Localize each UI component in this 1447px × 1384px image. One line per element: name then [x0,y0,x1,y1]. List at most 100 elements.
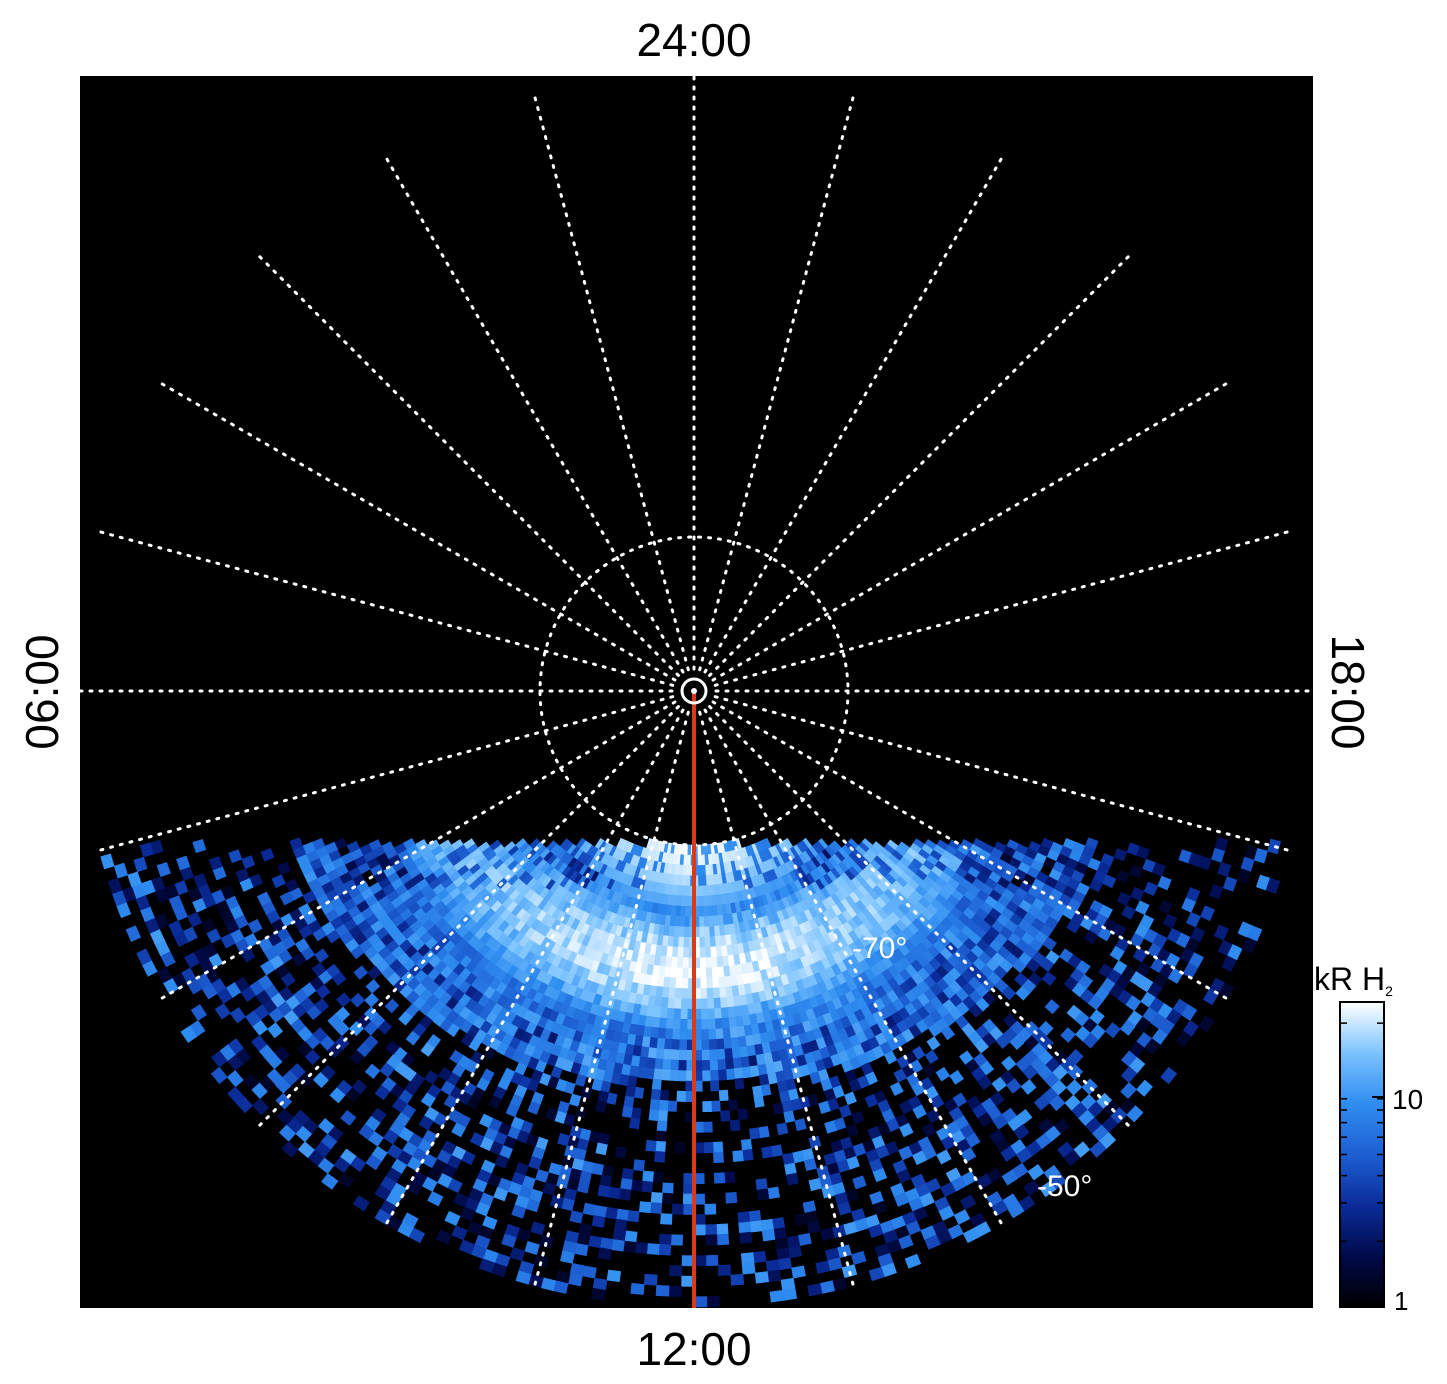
heatmap-cell [662,1048,672,1061]
heatmap-cell [669,1265,683,1277]
heatmap-cell [630,1179,643,1192]
heatmap-cell [644,1067,655,1080]
heatmap-cell [678,1049,687,1061]
heatmap-cell [652,1068,663,1081]
heatmap-cell [696,844,702,856]
heatmap-cell [675,967,683,979]
heatmap-cell [681,977,689,989]
colorbar-label-subscript: 2 [1385,983,1393,999]
heatmap-cell [443,1094,459,1110]
heatmap-cell [567,1273,583,1287]
heatmap-cell [1089,878,1104,893]
heatmap-cell [1083,929,1099,945]
heatmap-cell [732,1057,742,1070]
heatmap-cell [708,1049,718,1061]
heatmap-cell [277,861,292,876]
heatmap-cell [697,875,703,887]
heatmap-cell [626,1210,640,1223]
heatmap-cell [1126,1105,1144,1123]
heatmap-cell [156,861,171,878]
heatmap-cell [710,1080,720,1092]
heatmap-cell [941,1025,956,1041]
heatmap-cell [672,1018,681,1030]
heatmap-cell [1082,1032,1099,1049]
heatmap-cell [659,1089,670,1102]
heatmap-cell [667,997,675,1009]
heatmap-cell [590,1287,606,1301]
lt-label-top: 24:00 [636,14,751,66]
lt-label-left: 06:00 [16,634,68,749]
heatmap-cell [912,1104,927,1120]
heatmap-cell [591,1215,606,1228]
heatmap-cell [699,957,706,969]
heatmap-cell [184,952,200,969]
heatmap-cell [125,925,142,942]
heatmap-cell [777,1257,792,1271]
heatmap-cell [682,947,689,959]
heatmap-cell [704,1224,718,1236]
heatmap-cell [824,1120,838,1134]
heatmap-cell [677,936,684,948]
heatmap-cell [717,1264,732,1277]
heatmap-cell [633,1159,645,1172]
heatmap-cell [374,1084,391,1101]
heatmap-cell [615,1208,629,1221]
heatmap-cell [995,1033,1011,1049]
heatmap-cell [625,1085,636,1098]
heatmap-cell [1006,1078,1022,1094]
heatmap-cell [398,1011,413,1026]
heatmap-cell [683,926,690,938]
heatmap-cell [260,960,276,976]
heatmap-cell [678,1039,687,1051]
heatmap-cell [657,1027,666,1040]
heatmap-cell [352,1195,370,1212]
heatmap-cell [706,987,714,1000]
heatmap-cell [716,966,725,978]
heatmap-cell [1200,905,1215,922]
heatmap-cell [748,1127,761,1140]
heatmap-cell [741,1149,754,1162]
meridian-line [711,381,1229,682]
heatmap-cell [721,1017,730,1029]
heatmap-cell [670,1049,680,1061]
heatmap-cell [755,1178,768,1191]
heatmap-cell [1136,1079,1153,1097]
heatmap-cell [656,1120,668,1132]
heatmap-cell [912,1150,928,1166]
heatmap-cell [1265,877,1281,894]
heatmap-cell [683,916,690,928]
heatmap-cell [821,1185,836,1199]
heatmap-cell [712,987,721,999]
heatmap-cell [1120,1019,1137,1036]
heatmap-cell [962,1227,980,1244]
heatmap-cell [782,1287,798,1301]
heatmap-cell [645,1139,657,1152]
heatmap-cell [208,856,223,871]
heatmap-cell [478,1258,496,1274]
heatmap-cell [1160,1066,1178,1085]
colorbar: kR H2 10 1 [1314,961,1423,1316]
heatmap-cell [658,1233,672,1246]
heatmap-cell [569,1210,584,1224]
heatmap-cell [730,1273,745,1286]
heatmap-cell [837,1201,852,1216]
heatmap-cell [557,1132,571,1147]
heatmap-cell [550,1194,565,1209]
heatmap-cell [713,1007,722,1020]
heatmap-cell [658,1099,669,1112]
heatmap-cell [654,1151,666,1163]
heatmap-cell [100,853,115,870]
heatmap-cell [722,1037,732,1050]
heatmap-cell [235,868,250,883]
heatmap-cell [661,1058,672,1071]
heatmap-cell [427,1191,444,1207]
heatmap-cell [1089,1140,1107,1158]
heatmap-cell [720,1110,731,1122]
heatmap-cell [671,1203,684,1215]
heatmap-cell [722,1027,731,1040]
heatmap-cell [684,906,690,918]
heatmap-cell [785,1172,799,1186]
heatmap-cell [713,997,721,1009]
heatmap-cell [718,986,727,999]
heatmap-cell [765,1259,780,1272]
